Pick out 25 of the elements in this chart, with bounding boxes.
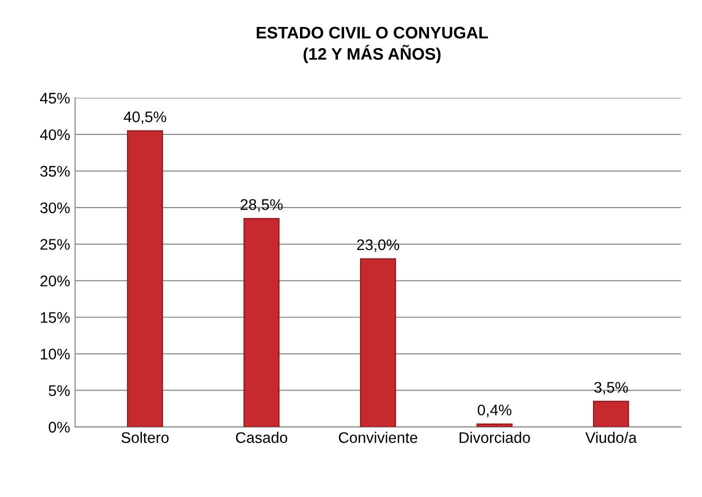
data-label: 40,5% — [124, 111, 166, 124]
x-tick-label: Soltero — [122, 432, 169, 444]
x-tick-label: Casado — [236, 432, 288, 444]
x-tick-label: Conviviente — [338, 432, 418, 444]
data-label: 3,5% — [594, 382, 628, 395]
y-tick-label: 15% — [40, 312, 70, 323]
y-tick-label: 5% — [48, 385, 70, 396]
y-tick-label: 30% — [40, 202, 70, 214]
bar — [360, 258, 396, 427]
x-tick-label: Divorciado — [460, 432, 530, 444]
data-label: 28,5% — [240, 199, 283, 212]
x-tick-label: Viudo/a — [585, 432, 637, 444]
chart-title: ESTADO CIVIL O CONYUGAL (12 Y MÁS AÑOS) — [256, 26, 488, 64]
bar — [243, 218, 280, 427]
data-label: 0,4% — [478, 404, 512, 418]
y-tick-label: 40% — [40, 129, 70, 140]
bar — [126, 130, 164, 427]
y-tick-label: 25% — [40, 239, 70, 250]
y-tick-label: 45% — [40, 92, 70, 104]
y-tick-label: 0% — [48, 422, 70, 433]
data-label: 23,0% — [357, 239, 400, 252]
y-tick-label: 10% — [40, 348, 70, 360]
y-tick-label: 20% — [40, 276, 70, 286]
bar — [593, 400, 630, 427]
y-tick-label: 35% — [40, 166, 70, 177]
